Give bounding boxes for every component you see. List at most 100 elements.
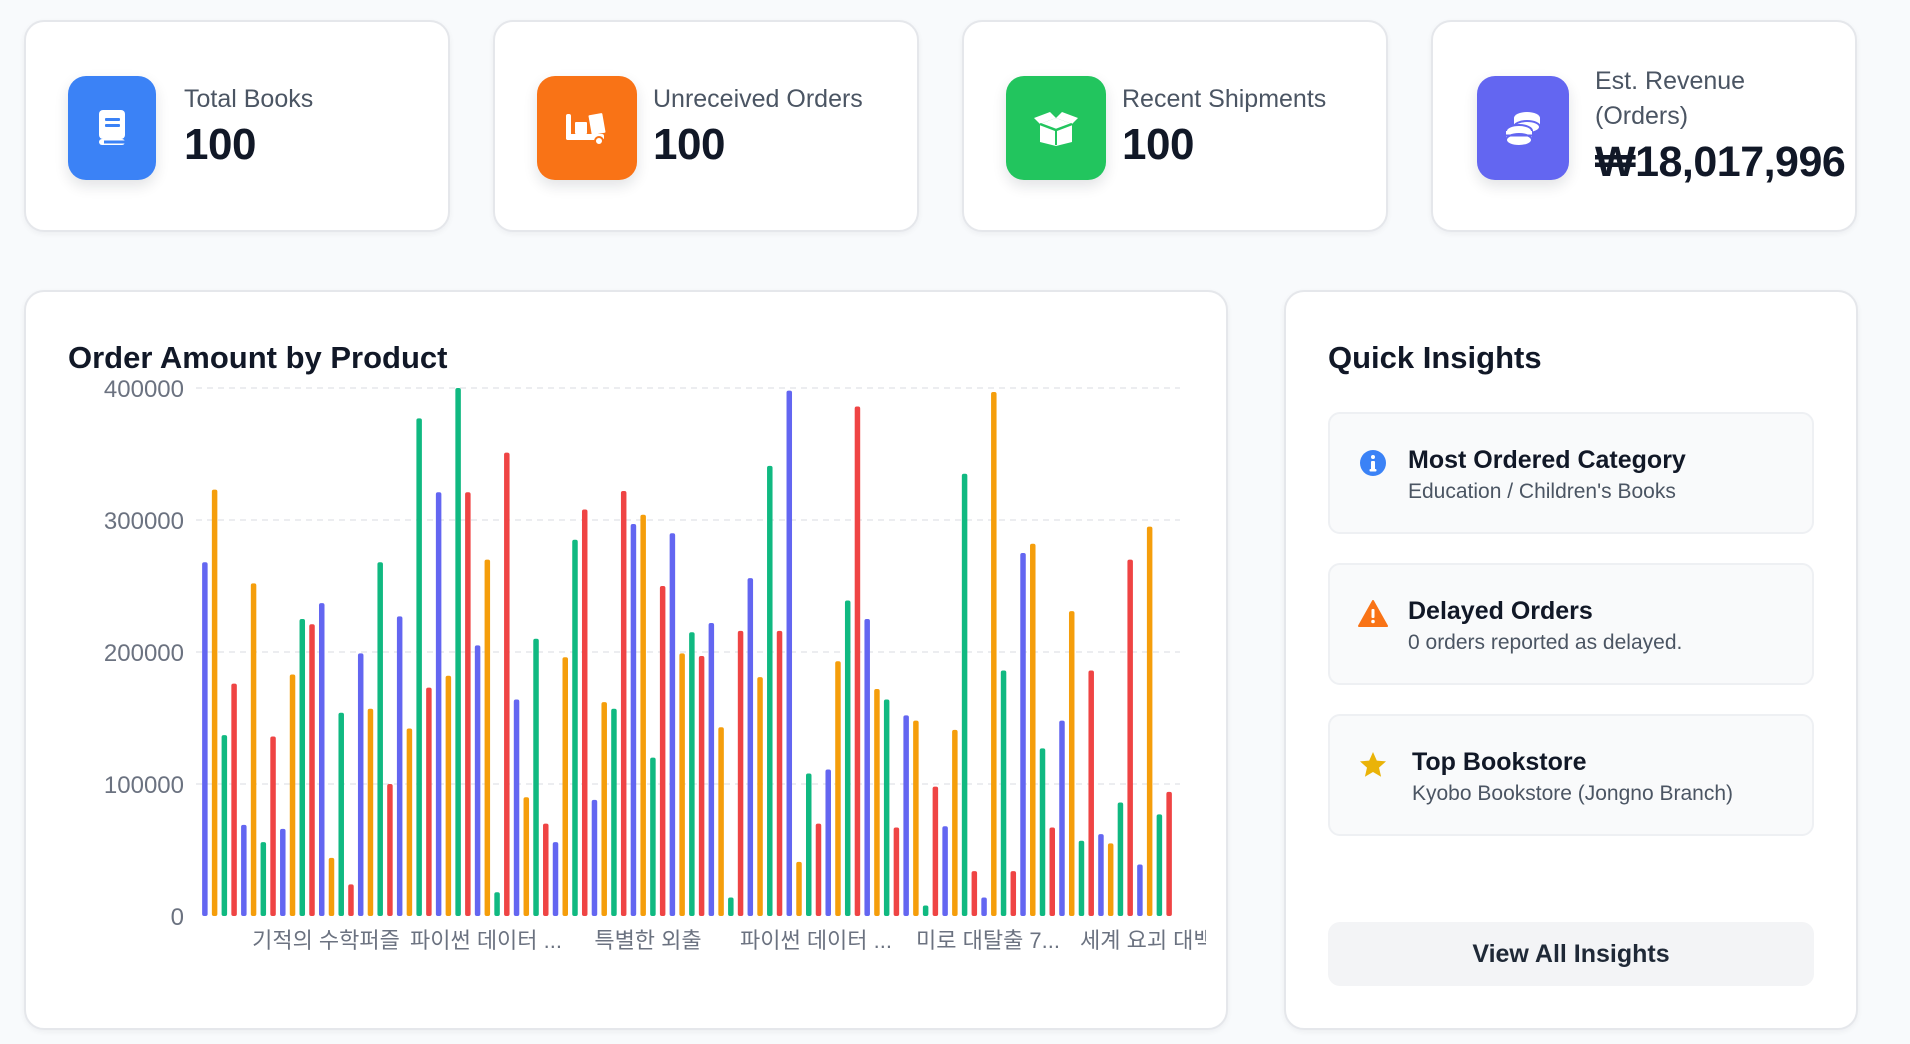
bar[interactable] xyxy=(533,638,539,916)
insight-delayed-orders[interactable]: Delayed Orders 0 orders reported as dela… xyxy=(1328,563,1814,685)
insight-top-bookstore[interactable]: Top Bookstore Kyobo Bookstore (Jongno Br… xyxy=(1328,714,1814,836)
bar[interactable] xyxy=(796,861,802,916)
bar[interactable] xyxy=(543,823,549,916)
bar[interactable] xyxy=(922,905,929,916)
bar[interactable] xyxy=(679,653,685,916)
bar[interactable] xyxy=(1166,791,1172,916)
bar[interactable] xyxy=(971,871,978,916)
bar[interactable] xyxy=(406,728,413,916)
bar[interactable] xyxy=(338,712,344,916)
view-all-insights-button[interactable]: View All Insights xyxy=(1328,922,1814,986)
bar[interactable] xyxy=(825,769,831,916)
bar[interactable] xyxy=(698,655,705,916)
bar[interactable] xyxy=(981,897,987,916)
bar[interactable] xyxy=(854,406,861,916)
bar[interactable] xyxy=(835,661,841,916)
bar[interactable] xyxy=(250,583,257,916)
bar[interactable] xyxy=(357,653,364,916)
bar[interactable] xyxy=(1068,611,1075,916)
bar[interactable] xyxy=(1088,670,1094,916)
bar[interactable] xyxy=(737,630,744,916)
bar[interactable] xyxy=(591,799,598,916)
bar[interactable] xyxy=(669,533,676,916)
bar[interactable] xyxy=(260,842,267,916)
bar[interactable] xyxy=(952,729,958,916)
bar[interactable] xyxy=(494,892,500,916)
bar[interactable] xyxy=(1107,843,1114,916)
bar[interactable] xyxy=(396,616,403,916)
bar[interactable] xyxy=(640,514,646,916)
bar[interactable] xyxy=(757,677,763,916)
bar[interactable] xyxy=(552,842,559,916)
bar[interactable] xyxy=(1000,670,1007,916)
bar[interactable] xyxy=(416,418,422,916)
bar[interactable] xyxy=(474,645,481,916)
bar[interactable] xyxy=(806,773,812,916)
bar[interactable] xyxy=(241,824,247,916)
bar[interactable] xyxy=(328,857,335,916)
bar[interactable] xyxy=(367,708,374,916)
bar[interactable] xyxy=(903,715,909,916)
bar[interactable] xyxy=(1078,840,1085,916)
bar[interactable] xyxy=(581,509,588,916)
bar[interactable] xyxy=(844,600,851,916)
bar[interactable] xyxy=(689,632,695,916)
bar[interactable] xyxy=(776,630,783,916)
bar[interactable] xyxy=(348,884,354,916)
bar[interactable] xyxy=(913,720,919,916)
bar[interactable] xyxy=(1059,720,1065,916)
bar[interactable] xyxy=(1156,814,1163,916)
bar[interactable] xyxy=(1137,864,1143,916)
bar[interactable] xyxy=(932,786,939,916)
bar[interactable] xyxy=(864,619,870,916)
bar[interactable] xyxy=(611,708,617,916)
bar[interactable] xyxy=(1117,802,1124,916)
bar[interactable] xyxy=(601,702,607,916)
bar[interactable] xyxy=(708,622,715,916)
bar[interactable] xyxy=(299,619,306,916)
bar[interactable] xyxy=(874,688,880,916)
bar[interactable] xyxy=(523,797,530,916)
bar[interactable] xyxy=(562,657,569,916)
bar[interactable] xyxy=(309,624,315,916)
bar[interactable] xyxy=(1127,559,1133,916)
bar[interactable] xyxy=(1020,553,1026,916)
bar[interactable] xyxy=(377,562,383,916)
bar[interactable] xyxy=(221,735,228,916)
bar[interactable] xyxy=(455,388,461,916)
bar[interactable] xyxy=(1049,827,1056,916)
bar[interactable] xyxy=(991,391,997,917)
bar[interactable] xyxy=(883,699,890,916)
bar[interactable] xyxy=(211,489,218,916)
bar[interactable] xyxy=(202,562,208,916)
bar[interactable] xyxy=(659,586,666,916)
bar[interactable] xyxy=(426,687,432,916)
bar[interactable] xyxy=(747,578,754,916)
bar[interactable] xyxy=(465,492,471,916)
bar[interactable] xyxy=(1030,543,1036,916)
bar[interactable] xyxy=(630,523,637,916)
bar[interactable] xyxy=(572,539,578,916)
bar[interactable] xyxy=(484,559,491,916)
bar[interactable] xyxy=(620,490,627,916)
bar[interactable] xyxy=(786,390,793,916)
bar[interactable] xyxy=(1010,871,1017,916)
bar[interactable] xyxy=(319,603,325,916)
bar[interactable] xyxy=(231,683,237,916)
bar[interactable] xyxy=(445,675,452,916)
bar[interactable] xyxy=(961,473,968,916)
bar[interactable] xyxy=(513,699,520,916)
bar[interactable] xyxy=(650,757,656,916)
bar[interactable] xyxy=(728,897,734,916)
bar[interactable] xyxy=(767,465,773,916)
bar[interactable] xyxy=(1146,526,1153,916)
bar[interactable] xyxy=(1039,748,1046,916)
bar[interactable] xyxy=(289,674,296,916)
bar[interactable] xyxy=(270,736,276,916)
bar[interactable] xyxy=(1098,834,1104,916)
bar[interactable] xyxy=(815,823,822,916)
bar[interactable] xyxy=(435,492,442,916)
bar[interactable] xyxy=(280,828,286,916)
bar[interactable] xyxy=(387,784,393,916)
insight-most-ordered-category[interactable]: Most Ordered Category Education / Childr… xyxy=(1328,412,1814,534)
